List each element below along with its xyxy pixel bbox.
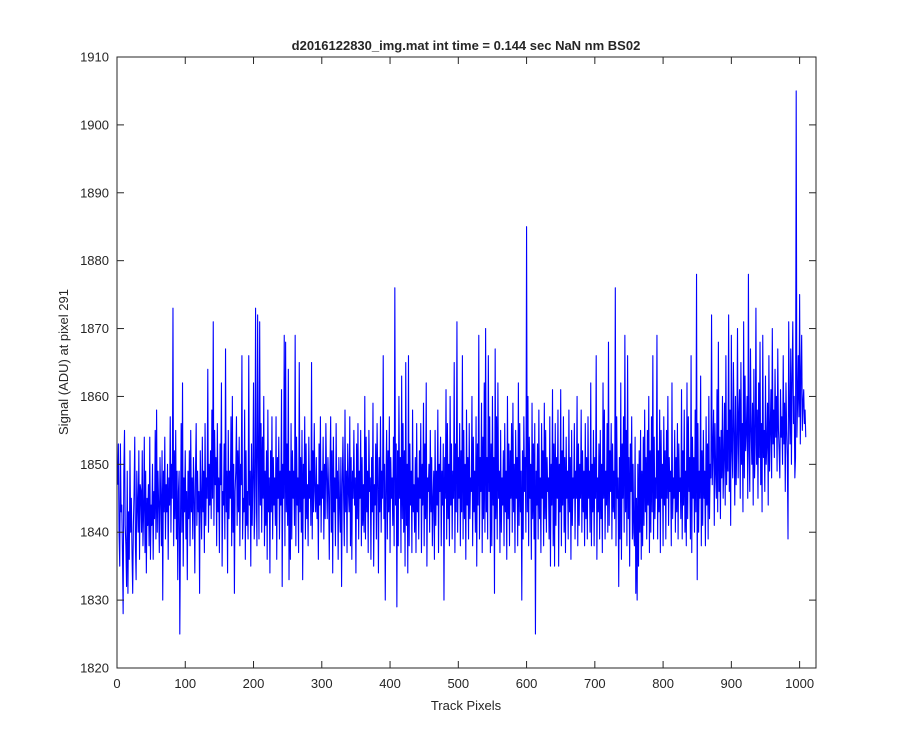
x-tick-label: 500: [447, 676, 469, 691]
y-tick-label: 1890: [80, 185, 109, 200]
x-tick-label: 900: [721, 676, 743, 691]
x-tick-label: 1000: [785, 676, 814, 691]
chart-title: d2016122830_img.mat int time = 0.144 sec…: [292, 38, 641, 53]
x-tick-label: 100: [174, 676, 196, 691]
x-tick-label: 300: [311, 676, 333, 691]
plot-area: [117, 57, 816, 668]
y-tick-label: 1830: [80, 593, 109, 608]
x-tick-label: 400: [379, 676, 401, 691]
y-tick-label: 1860: [80, 389, 109, 404]
data-layer: [117, 90, 807, 635]
y-tick-label: 1840: [80, 525, 109, 540]
y-tick-label: 1900: [80, 117, 109, 132]
x-tick-label: 800: [652, 676, 674, 691]
y-axis-label: Signal (ADU) at pixel 291: [56, 289, 71, 435]
y-tick-label: 1880: [80, 253, 109, 268]
x-axis-label: Track Pixels: [431, 698, 502, 713]
y-tick-label: 1870: [80, 321, 109, 336]
x-tick-label: 600: [516, 676, 538, 691]
series-line-1: [117, 90, 807, 635]
x-tick-label: 200: [243, 676, 265, 691]
y-tick-label: 1910: [80, 50, 109, 65]
x-tick-label: 0: [113, 676, 120, 691]
tick-layer: 0 100 200 300 400 500 600 700 800 900 1000 1820 1830…: [80, 50, 816, 691]
y-tick-label: 1850: [80, 457, 109, 472]
x-tick-label: 700: [584, 676, 606, 691]
plot-frame: [116, 56, 817, 669]
y-tick-label: 1820: [80, 661, 109, 676]
